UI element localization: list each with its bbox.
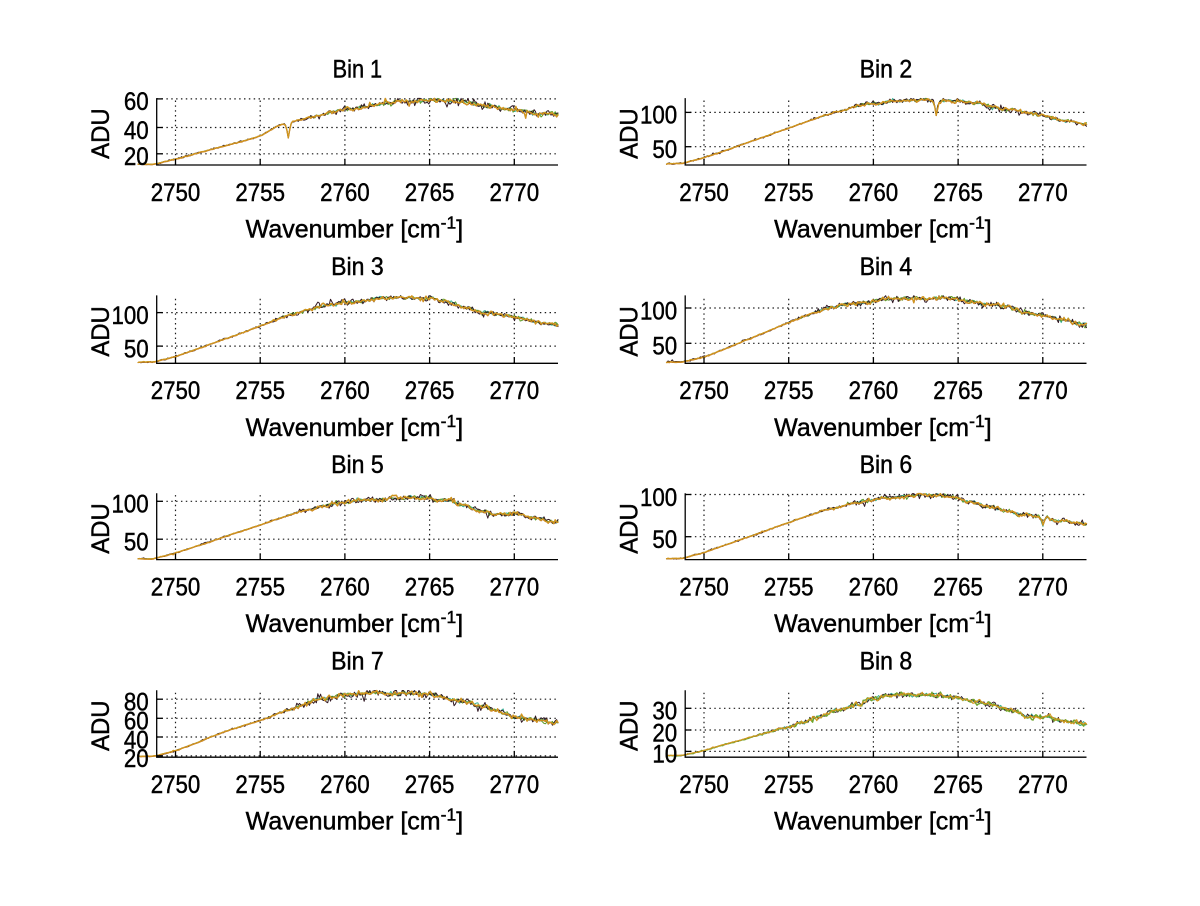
svg-text:Bin 6: Bin 6 bbox=[860, 451, 913, 479]
svg-text:50: 50 bbox=[652, 526, 677, 554]
svg-text:Bin 8: Bin 8 bbox=[860, 648, 913, 676]
svg-text:40: 40 bbox=[124, 726, 149, 754]
svg-text:20: 20 bbox=[652, 719, 677, 747]
svg-text:2750: 2750 bbox=[679, 179, 729, 207]
svg-text:ADU: ADU bbox=[616, 306, 644, 357]
svg-text:80: 80 bbox=[124, 689, 149, 717]
svg-text:2755: 2755 bbox=[235, 573, 285, 601]
svg-text:2765: 2765 bbox=[933, 573, 983, 601]
svg-text:2760: 2760 bbox=[849, 377, 899, 405]
svg-text:2755: 2755 bbox=[764, 573, 814, 601]
svg-text:ADU: ADU bbox=[87, 306, 115, 357]
svg-text:50: 50 bbox=[124, 335, 149, 363]
svg-text:Wavenumber [cm-1]: Wavenumber [cm-1] bbox=[774, 805, 991, 836]
svg-text:60: 60 bbox=[124, 88, 149, 116]
svg-text:Wavenumber [cm-1]: Wavenumber [cm-1] bbox=[246, 607, 463, 638]
svg-text:2770: 2770 bbox=[490, 771, 540, 799]
svg-text:2755: 2755 bbox=[235, 179, 285, 207]
svg-text:2760: 2760 bbox=[320, 377, 370, 405]
svg-text:Wavenumber [cm-1]: Wavenumber [cm-1] bbox=[774, 213, 991, 244]
svg-text:50: 50 bbox=[124, 529, 149, 557]
svg-text:2755: 2755 bbox=[764, 771, 814, 799]
svg-text:2770: 2770 bbox=[1018, 377, 1068, 405]
svg-text:2770: 2770 bbox=[1018, 179, 1068, 207]
svg-text:2755: 2755 bbox=[764, 377, 814, 405]
svg-text:2765: 2765 bbox=[405, 573, 455, 601]
svg-text:Wavenumber [cm-1]: Wavenumber [cm-1] bbox=[246, 411, 463, 442]
svg-text:2765: 2765 bbox=[405, 771, 455, 799]
svg-text:2750: 2750 bbox=[679, 377, 729, 405]
svg-text:100: 100 bbox=[640, 484, 677, 512]
svg-text:ADU: ADU bbox=[616, 700, 644, 751]
svg-text:2750: 2750 bbox=[151, 771, 201, 799]
svg-text:40: 40 bbox=[124, 117, 149, 145]
svg-text:30: 30 bbox=[652, 698, 677, 726]
svg-text:2765: 2765 bbox=[933, 179, 983, 207]
svg-text:2765: 2765 bbox=[933, 377, 983, 405]
svg-text:ADU: ADU bbox=[87, 503, 115, 554]
svg-text:2760: 2760 bbox=[320, 771, 370, 799]
svg-text:100: 100 bbox=[640, 102, 677, 130]
svg-text:Bin 1: Bin 1 bbox=[333, 56, 383, 84]
svg-text:2760: 2760 bbox=[849, 771, 899, 799]
svg-text:2760: 2760 bbox=[320, 573, 370, 601]
svg-text:2765: 2765 bbox=[933, 771, 983, 799]
svg-text:2765: 2765 bbox=[405, 377, 455, 405]
svg-text:2750: 2750 bbox=[151, 179, 201, 207]
svg-text:50: 50 bbox=[652, 136, 677, 164]
svg-text:Bin 7: Bin 7 bbox=[331, 648, 384, 676]
svg-text:2770: 2770 bbox=[490, 377, 540, 405]
svg-text:2770: 2770 bbox=[1018, 771, 1068, 799]
svg-text:100: 100 bbox=[640, 297, 677, 325]
svg-text:2755: 2755 bbox=[764, 179, 814, 207]
svg-text:2770: 2770 bbox=[1018, 573, 1068, 601]
svg-text:20: 20 bbox=[124, 143, 149, 171]
svg-text:Bin 5: Bin 5 bbox=[331, 451, 384, 479]
svg-text:2760: 2760 bbox=[849, 573, 899, 601]
svg-text:20: 20 bbox=[124, 745, 149, 773]
svg-text:2750: 2750 bbox=[679, 573, 729, 601]
svg-text:Wavenumber [cm-1]: Wavenumber [cm-1] bbox=[774, 607, 991, 638]
svg-text:Wavenumber [cm-1]: Wavenumber [cm-1] bbox=[246, 805, 463, 836]
svg-text:2760: 2760 bbox=[320, 179, 370, 207]
svg-text:60: 60 bbox=[124, 708, 149, 736]
svg-text:Bin 3: Bin 3 bbox=[331, 253, 384, 281]
svg-text:100: 100 bbox=[112, 302, 149, 330]
svg-text:ADU: ADU bbox=[616, 108, 644, 159]
svg-text:2755: 2755 bbox=[235, 771, 285, 799]
svg-text:Wavenumber [cm-1]: Wavenumber [cm-1] bbox=[774, 411, 991, 442]
svg-text:ADU: ADU bbox=[87, 108, 115, 159]
svg-text:ADU: ADU bbox=[616, 503, 644, 554]
svg-text:Bin 4: Bin 4 bbox=[860, 253, 913, 281]
svg-text:2765: 2765 bbox=[405, 179, 455, 207]
svg-text:10: 10 bbox=[652, 741, 677, 769]
svg-text:2770: 2770 bbox=[490, 573, 540, 601]
svg-text:2760: 2760 bbox=[849, 179, 899, 207]
svg-text:50: 50 bbox=[652, 333, 677, 361]
svg-text:2750: 2750 bbox=[679, 771, 729, 799]
svg-text:2750: 2750 bbox=[151, 377, 201, 405]
svg-text:2755: 2755 bbox=[235, 377, 285, 405]
svg-text:Bin 2: Bin 2 bbox=[860, 56, 913, 84]
svg-text:ADU: ADU bbox=[87, 700, 115, 751]
svg-text:100: 100 bbox=[112, 491, 149, 519]
svg-text:2770: 2770 bbox=[490, 179, 540, 207]
svg-text:Wavenumber [cm-1]: Wavenumber [cm-1] bbox=[246, 213, 463, 244]
svg-text:2750: 2750 bbox=[151, 573, 201, 601]
